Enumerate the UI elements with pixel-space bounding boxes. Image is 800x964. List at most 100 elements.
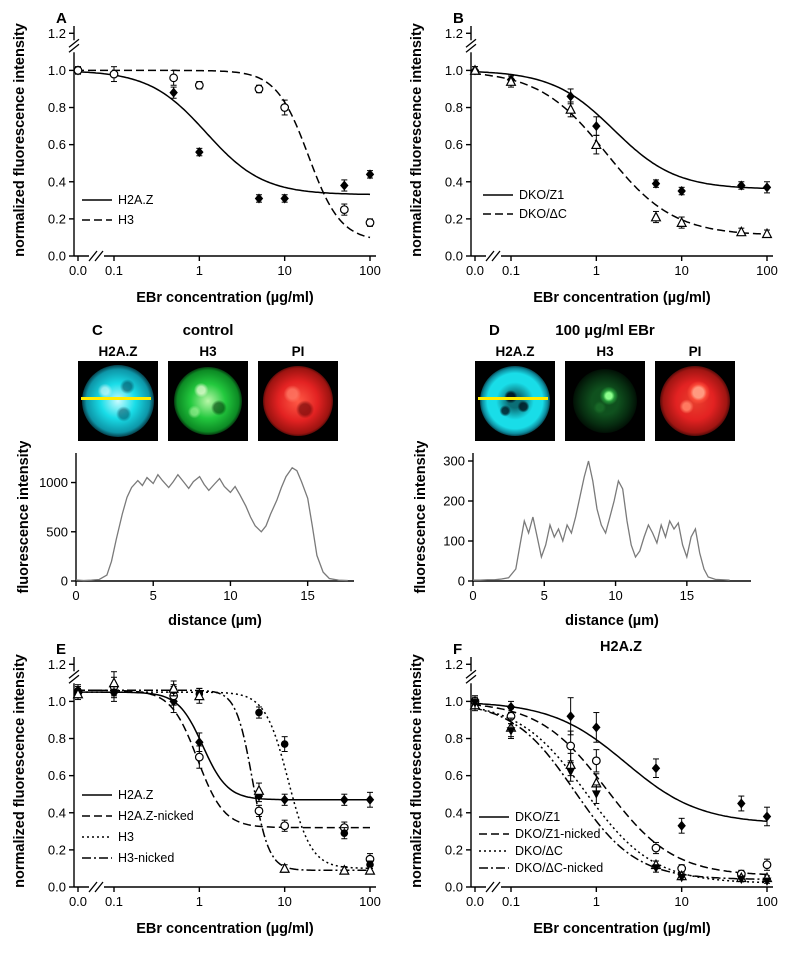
svg-text:0.4: 0.4 — [48, 174, 66, 189]
svg-text:0.0: 0.0 — [69, 894, 87, 909]
svg-text:100: 100 — [359, 894, 381, 909]
svg-text:DKO/Z1-nicked: DKO/Z1-nicked — [515, 827, 600, 841]
panel-c-label: C — [92, 322, 103, 339]
svg-text:0.1: 0.1 — [105, 263, 123, 278]
panel-e-label: E — [56, 641, 67, 658]
microscopy-strip-control: H2A.Z H3 PI — [78, 344, 401, 441]
panel-d-label: D — [489, 322, 500, 339]
svg-text:H2A.Z-nicked: H2A.Z-nicked — [118, 809, 194, 823]
svg-text:0.4: 0.4 — [445, 174, 463, 189]
svg-text:100: 100 — [443, 534, 465, 549]
svg-text:1.2: 1.2 — [48, 26, 66, 41]
channel-label-pi: PI — [688, 344, 702, 359]
svg-text:0.6: 0.6 — [445, 137, 463, 152]
svg-text:0.2: 0.2 — [48, 211, 66, 226]
svg-text:0.0: 0.0 — [69, 263, 87, 278]
svg-text:1: 1 — [593, 263, 600, 278]
svg-text:100: 100 — [756, 894, 778, 909]
microscopy-column-h2az: H2A.Z — [475, 344, 555, 441]
dose-response-chart-e: 0.0 0.2 0.4 0.6 0.8 1.0 1.2 0.0 0.1 1 10 100 EBr con… — [12, 654, 381, 937]
svg-text:0.8: 0.8 — [48, 731, 66, 746]
svg-text:1.0: 1.0 — [445, 63, 463, 78]
panel-c-title: control — [182, 322, 234, 339]
svg-text:DKO/ΔC: DKO/ΔC — [519, 207, 567, 221]
svg-text:1: 1 — [593, 894, 600, 909]
svg-text:normalized fluorescence intens: normalized fluorescence intensity — [12, 654, 28, 888]
svg-text:1.0: 1.0 — [48, 694, 66, 709]
svg-text:fluorescence intensity: fluorescence intensity — [16, 441, 32, 594]
svg-text:200: 200 — [443, 494, 465, 509]
svg-text:1.2: 1.2 — [445, 657, 463, 672]
svg-text:1.2: 1.2 — [48, 657, 66, 672]
svg-text:0.6: 0.6 — [48, 137, 66, 152]
svg-text:0.0: 0.0 — [466, 263, 484, 278]
svg-text:DKO/ΔC: DKO/ΔC — [515, 844, 563, 858]
svg-text:15: 15 — [300, 588, 314, 603]
line-scan-marker — [81, 397, 151, 400]
svg-text:H3-nicked: H3-nicked — [118, 851, 174, 865]
microscopy-image-h2az-control — [78, 361, 158, 441]
line-profile-chart-control: 0 500 1000 0 5 10 15 distance (µm) fluorescence … — [16, 441, 354, 629]
svg-text:0.0: 0.0 — [48, 249, 66, 264]
panel-c: C control H2A.Z H3 PI 0 500 1000 0 5 10 15 dist… — [4, 322, 401, 633]
line-scan-marker — [478, 397, 548, 400]
svg-text:0.2: 0.2 — [445, 211, 463, 226]
svg-text:0.6: 0.6 — [48, 768, 66, 783]
channel-label-h2az: H2A.Z — [98, 344, 138, 359]
svg-text:10: 10 — [674, 894, 688, 909]
microscopy-image-h3-ebr — [565, 361, 645, 441]
svg-text:0.8: 0.8 — [445, 731, 463, 746]
svg-text:15: 15 — [680, 588, 694, 603]
svg-text:0.0: 0.0 — [48, 880, 66, 895]
svg-text:H2A.Z: H2A.Z — [118, 193, 154, 207]
svg-text:DKO/ΔC-nicked: DKO/ΔC-nicked — [515, 861, 603, 875]
svg-text:100: 100 — [359, 263, 381, 278]
svg-text:DKO/Z1: DKO/Z1 — [519, 188, 564, 202]
svg-text:10: 10 — [277, 263, 291, 278]
panel-a: A 0.0 0.2 0.4 0.6 0.8 1.0 1.2 0.0 0.1 1 10 100 EBr c… — [4, 8, 401, 316]
svg-text:0: 0 — [458, 574, 465, 589]
row-middle: C control H2A.Z H3 PI 0 500 1000 0 5 10 15 dist… — [4, 322, 800, 633]
svg-text:0.2: 0.2 — [48, 842, 66, 857]
panel-f-label: F — [453, 641, 463, 658]
svg-text:5: 5 — [150, 588, 157, 603]
svg-text:1000: 1000 — [39, 475, 68, 490]
svg-text:fluorescence intensity: fluorescence intensity — [413, 441, 429, 594]
svg-text:0.2: 0.2 — [445, 842, 463, 857]
microscopy-column-h3: H3 — [168, 344, 248, 441]
svg-text:1.0: 1.0 — [48, 63, 66, 78]
svg-text:H2A.Z: H2A.Z — [600, 639, 642, 655]
microscopy-image-h3-control — [168, 361, 248, 441]
svg-text:H3: H3 — [118, 830, 134, 844]
microscopy-column-h2az: H2A.Z — [78, 344, 158, 441]
microscopy-column-pi: PI — [655, 344, 735, 441]
dose-response-chart-b: 0.0 0.2 0.4 0.6 0.8 1.0 1.2 0.0 0.1 1 10 100 EBr con… — [409, 23, 778, 306]
channel-label-h2az: H2A.Z — [495, 344, 535, 359]
panel-d: D 100 µg/ml EBr H2A.Z H3 PI 0 100 200 300 0 5… — [401, 322, 798, 633]
svg-text:0.0: 0.0 — [445, 249, 463, 264]
svg-text:H3: H3 — [118, 213, 134, 227]
panel-e: E 0.0 0.2 0.4 0.6 0.8 1.0 1.2 0.0 0.1 1 10 100 EBr c… — [4, 639, 401, 947]
svg-text:0.0: 0.0 — [445, 880, 463, 895]
row-top: A 0.0 0.2 0.4 0.6 0.8 1.0 1.2 0.0 0.1 1 10 100 EBr c… — [4, 8, 800, 316]
microscopy-image-h2az-ebr — [475, 361, 555, 441]
svg-text:0.1: 0.1 — [502, 894, 520, 909]
svg-text:10: 10 — [608, 588, 622, 603]
svg-text:0.4: 0.4 — [48, 805, 66, 820]
panel-f: F H2A.Z 0.0 0.2 0.4 0.6 0.8 1.0 1.2 0.0 0.1 1 10 100… — [401, 639, 798, 947]
svg-text:1.2: 1.2 — [445, 26, 463, 41]
svg-text:10: 10 — [277, 894, 291, 909]
svg-text:500: 500 — [46, 524, 68, 539]
svg-text:H2A.Z: H2A.Z — [118, 788, 154, 802]
svg-text:0: 0 — [72, 588, 79, 603]
svg-text:EBr concentration (µg/ml): EBr concentration (µg/ml) — [533, 921, 711, 937]
svg-text:normalized fluorescence intens: normalized fluorescence intensity — [12, 23, 28, 257]
channel-label-h3: H3 — [199, 344, 217, 359]
dose-response-chart-f: H2A.Z 0.0 0.2 0.4 0.6 0.8 1.0 1.2 0.0 0.1 1 10 100 EB… — [409, 639, 778, 937]
svg-text:distance (µm): distance (µm) — [565, 613, 659, 629]
panel-d-title: 100 µg/ml EBr — [555, 322, 655, 339]
microscopy-column-h3: H3 — [565, 344, 645, 441]
svg-text:normalized fluorescence intens: normalized fluorescence intensity — [409, 654, 425, 888]
svg-text:0.4: 0.4 — [445, 805, 463, 820]
